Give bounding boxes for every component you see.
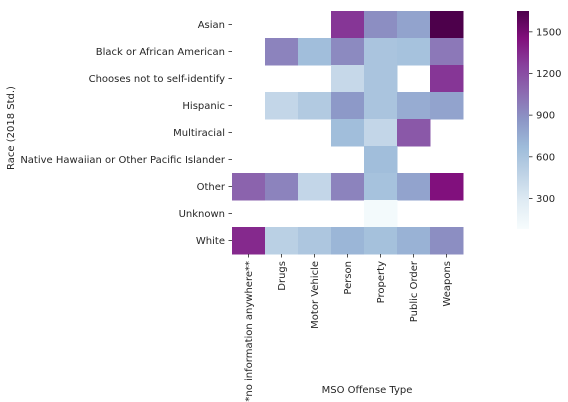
heatmap-cell: [331, 65, 365, 93]
colorbar-tick-label: 300: [536, 194, 555, 205]
x-tick-label: Public Order: [409, 260, 420, 322]
heatmap-cell: [265, 173, 299, 201]
heatmap-cell: [331, 227, 365, 255]
heatmap-cell: [397, 92, 431, 120]
heatmap-cell: [298, 92, 332, 120]
heatmap-cell: [397, 227, 431, 255]
y-axis-label: Race (2018 Std.): [6, 86, 17, 170]
x-axis-label: MSO Offense Type: [322, 385, 413, 396]
heatmap-cell: [430, 65, 464, 93]
colorbar-tick-label: 600: [536, 152, 555, 163]
colorbar-tick-label: 1500: [536, 27, 561, 38]
heatmap-cell: [232, 173, 266, 201]
y-axis: Asian Black or African American Chooses no…: [20, 20, 232, 247]
x-tick-label: Weapons: [442, 261, 453, 307]
heatmap-cell: [364, 146, 398, 174]
heatmap-cell: [397, 11, 431, 39]
heatmap-cell: [265, 38, 299, 66]
heatmap-cell: [298, 38, 332, 66]
heatmap-cell: [298, 173, 332, 201]
heatmap-cell: [364, 119, 398, 147]
heatmap-cell: [364, 11, 398, 39]
heatmap-cell: [364, 173, 398, 201]
heatmap-cell: [364, 200, 398, 228]
heatmap-cell: [298, 227, 332, 255]
y-tick-label: Black or African American: [96, 47, 225, 58]
heatmap-cell: [232, 227, 266, 255]
heatmap-cell: [265, 227, 299, 255]
colorbar: [517, 11, 529, 229]
heatmap-cells: [232, 11, 464, 255]
colorbar-ticks: 300 600 900 1200 1500: [529, 27, 561, 205]
heatmap-cell: [331, 92, 365, 120]
heatmap-cell: [430, 11, 464, 39]
y-tick-label: Unknown: [179, 209, 225, 220]
y-tick-label: Chooses not to self-identify: [89, 74, 225, 85]
colorbar-tick-label: 1200: [536, 69, 561, 80]
y-tick-label: White: [196, 236, 225, 247]
heatmap-cell: [430, 92, 464, 120]
heatmap-cell: [364, 65, 398, 93]
heatmap-cell: [397, 173, 431, 201]
y-tick-label: Native Hawaiian or Other Pacific Islande…: [20, 155, 226, 166]
x-axis: **no information anywhere** Drugs Motor Ve…: [244, 254, 453, 402]
heatmap-cell: [331, 38, 365, 66]
colorbar-tick-label: 900: [536, 111, 555, 122]
x-tick-label: Drugs: [277, 261, 288, 291]
heatmap-cell: [364, 92, 398, 120]
x-tick-label: Person: [343, 261, 354, 295]
heatmap-cell: [331, 11, 365, 39]
heatmap-cell: [364, 38, 398, 66]
heatmap-cell: [331, 119, 365, 147]
y-tick-label: Hispanic: [182, 101, 225, 112]
y-tick-label: Multiracial: [173, 128, 225, 139]
heatmap-cell: [397, 38, 431, 66]
heatmap-cell: [364, 227, 398, 255]
heatmap-cell: [331, 173, 365, 201]
heatmap-cell: [430, 227, 464, 255]
heatmap-cell: [430, 173, 464, 201]
x-tick-label: Property: [376, 261, 387, 303]
heatmap-cell: [430, 38, 464, 66]
heatmap-cell: [265, 92, 299, 120]
y-tick-label: Other: [197, 182, 226, 193]
x-tick-label: Motor Vehicle: [310, 261, 321, 329]
y-tick-label: Asian: [198, 20, 225, 31]
heatmap-cell: [397, 119, 431, 147]
x-tick-label: **no information anywhere**: [244, 261, 255, 402]
